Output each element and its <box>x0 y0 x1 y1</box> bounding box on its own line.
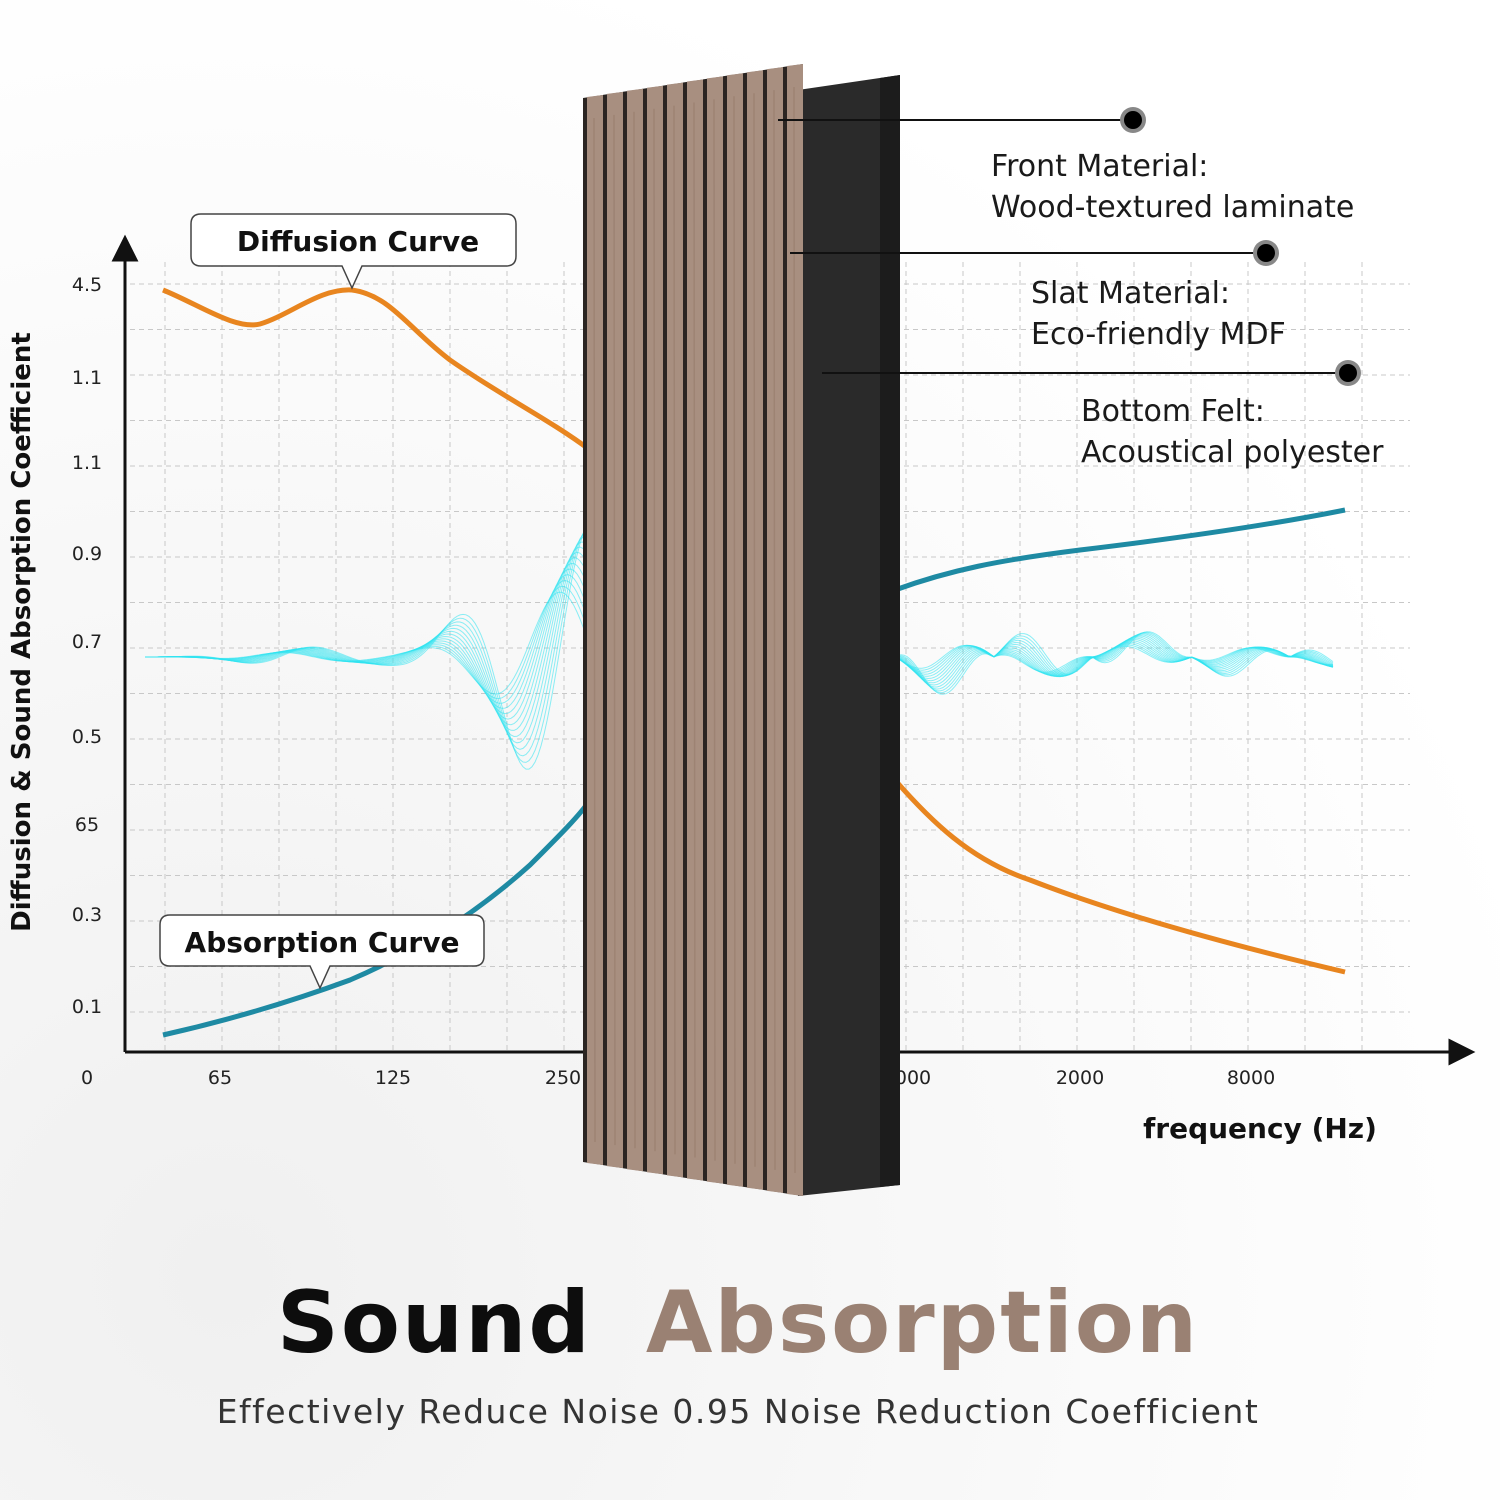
slat-grain <box>733 96 736 1164</box>
y-axis-title: Diffusion & Sound Absorption Coefficient <box>7 332 37 932</box>
y-tick-label: 0.9 <box>72 543 102 565</box>
x-tick-label: 125 <box>375 1067 411 1089</box>
subtitle: Effectively Reduce Noise 0.95 Noise Redu… <box>217 1392 1260 1431</box>
slat-grain <box>773 90 776 1170</box>
slat-grain <box>593 117 596 1143</box>
x-tick-label: 2000 <box>1056 1067 1104 1089</box>
slat-grain <box>693 102 696 1158</box>
title-part: Absorption <box>646 1273 1199 1373</box>
callout-text: Absorption Curve <box>185 926 460 959</box>
x-tick-label: 250 <box>545 1067 581 1089</box>
leader-dot <box>1124 111 1142 129</box>
slat-grain <box>713 99 716 1161</box>
wave-line <box>894 633 1334 690</box>
material-label: Slat Material: <box>1031 276 1230 311</box>
wood-slats <box>583 64 803 1196</box>
y-tick-label: 4.5 <box>72 274 102 296</box>
slat-grain <box>633 111 636 1149</box>
title-part: Sound <box>277 1273 592 1373</box>
y-tick-label: 1.1 <box>72 452 102 474</box>
felt-backing <box>798 75 900 1196</box>
slat-grain <box>673 105 676 1155</box>
x-tick-label: 0 <box>81 1067 93 1089</box>
wave-line <box>894 644 1334 673</box>
callout-box <box>159 914 485 990</box>
felt-edge <box>880 75 900 1187</box>
tick-labels: 4.5 1.1 1.1 0.9 0.7 0.5 65 0.3 0.1 0 65 125 250 000 20… <box>72 274 1275 1089</box>
title: Sound Absorption <box>277 1273 1199 1373</box>
material-value: Acoustical polyester <box>1081 435 1384 470</box>
y-tick-label: 65 <box>75 814 99 836</box>
material-value: Wood-textured laminate <box>991 190 1354 225</box>
diffusion-curve <box>162 287 592 453</box>
wave-line <box>145 591 599 695</box>
material-label: Front Material: <box>991 149 1208 184</box>
x-tick-label: 8000 <box>1227 1067 1275 1089</box>
material-value: Eco-friendly MDF <box>1031 317 1286 352</box>
y-tick-label: 0.7 <box>72 631 102 653</box>
x-tick-label: 65 <box>208 1067 232 1089</box>
slat-grain <box>613 114 616 1146</box>
slat-grain <box>753 93 756 1167</box>
material-label: Bottom Felt: <box>1081 394 1265 429</box>
leader-dot <box>1257 244 1275 262</box>
absorption-callout: Absorption Curve <box>159 914 485 990</box>
wave-line <box>894 632 1334 692</box>
x-axis-title: frequency (Hz) <box>1143 1112 1377 1145</box>
callout-box <box>190 213 517 290</box>
slat-grain <box>653 108 656 1152</box>
y-tick-label: 0.3 <box>72 904 102 926</box>
y-tick-label: 0.1 <box>72 996 102 1018</box>
leaders <box>778 107 1361 386</box>
sound-wave <box>145 522 1334 770</box>
wave-line <box>894 631 1334 695</box>
diffusion-curve <box>893 778 1346 975</box>
y-tick-label: 1.1 <box>72 367 102 389</box>
callout-text: Diffusion Curve <box>237 225 479 258</box>
x-tick-label: 000 <box>895 1067 931 1089</box>
diffusion-callout: Diffusion Curve <box>190 213 517 290</box>
absorption-curve <box>894 507 1346 593</box>
leader-dot <box>1339 364 1357 382</box>
y-tick-label: 0.5 <box>72 726 102 748</box>
wave-line <box>894 631 1334 694</box>
slat-grain <box>793 86 796 1174</box>
